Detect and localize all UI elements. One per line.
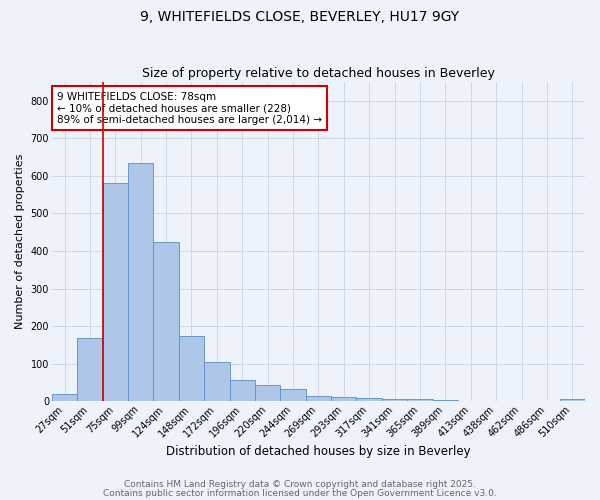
X-axis label: Distribution of detached houses by size in Beverley: Distribution of detached houses by size … — [166, 444, 471, 458]
Bar — [280, 389, 306, 402]
Bar — [382, 399, 407, 402]
Bar — [407, 400, 433, 402]
Bar — [204, 362, 230, 402]
Bar — [154, 242, 179, 402]
Y-axis label: Number of detached properties: Number of detached properties — [15, 154, 25, 330]
Bar — [103, 184, 128, 402]
Title: Size of property relative to detached houses in Beverley: Size of property relative to detached ho… — [142, 66, 495, 80]
Bar — [128, 163, 154, 402]
Bar — [255, 386, 280, 402]
Bar — [356, 398, 382, 402]
Bar — [433, 400, 458, 402]
Bar — [306, 396, 331, 402]
Text: Contains HM Land Registry data © Crown copyright and database right 2025.: Contains HM Land Registry data © Crown c… — [124, 480, 476, 489]
Bar — [77, 338, 103, 402]
Text: 9, WHITEFIELDS CLOSE, BEVERLEY, HU17 9GY: 9, WHITEFIELDS CLOSE, BEVERLEY, HU17 9GY — [140, 10, 460, 24]
Bar — [458, 400, 484, 402]
Bar — [331, 398, 356, 402]
Bar — [52, 394, 77, 402]
Bar — [560, 398, 585, 402]
Text: 9 WHITEFIELDS CLOSE: 78sqm
← 10% of detached houses are smaller (228)
89% of sem: 9 WHITEFIELDS CLOSE: 78sqm ← 10% of deta… — [57, 92, 322, 125]
Bar — [179, 336, 204, 402]
Text: Contains public sector information licensed under the Open Government Licence v3: Contains public sector information licen… — [103, 490, 497, 498]
Bar — [230, 380, 255, 402]
